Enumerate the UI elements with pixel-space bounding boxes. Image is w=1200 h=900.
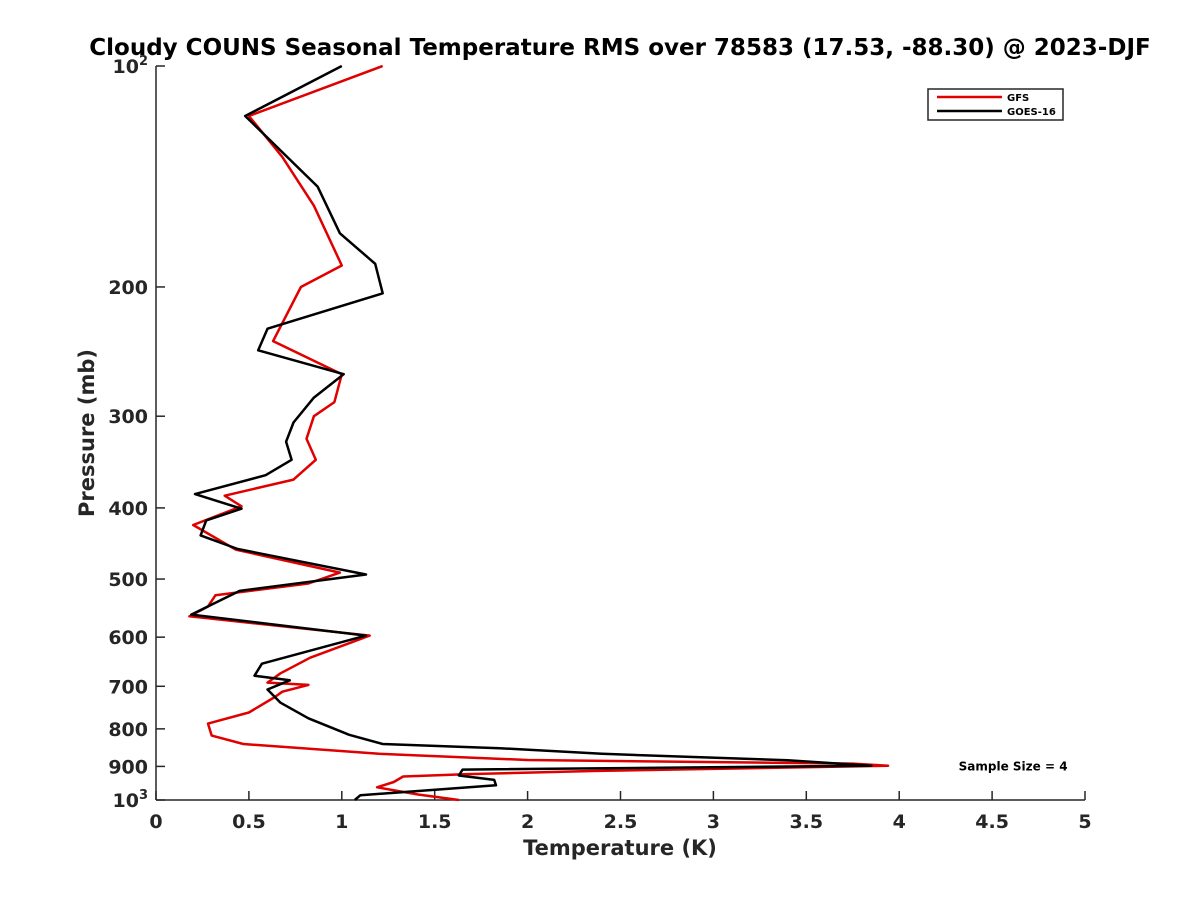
legend-box <box>927 88 1064 121</box>
sample-size-annotation: Sample Size = 4 <box>959 759 1068 773</box>
x-axis-ticks: 0 0.5 1 1.5 2 2.5 3 3.5 4 4.5 5 <box>149 791 1092 833</box>
y-tick-label: 500 <box>108 569 148 591</box>
legend-label-goes16: GOES-16 <box>1007 107 1056 118</box>
chart-title: Cloudy COUNS Seasonal Temperature RMS ov… <box>89 35 1150 61</box>
x-tick-label: 2 <box>521 811 534 833</box>
series-line-gfs <box>188 64 890 802</box>
y-tick-label: 900 <box>108 756 148 778</box>
legend: GFS GOES-16 <box>927 88 1064 121</box>
x-tick-label: 1 <box>335 811 348 833</box>
x-axis-label: Temperature (K) <box>523 836 717 860</box>
x-tick-label: 4 <box>893 811 906 833</box>
x-tick-label: 4.5 <box>975 811 1009 833</box>
y-tick-label: 102 <box>113 54 149 78</box>
y-axis-ticks: 102 200 300 400 500 600 700 800 900 103 <box>108 54 165 812</box>
x-tick-label: 3 <box>707 811 720 833</box>
series-line-goes16 <box>190 64 873 801</box>
y-tick-label: 600 <box>108 627 148 649</box>
x-tick-label: 3.5 <box>789 811 823 833</box>
y-tick-label: 300 <box>108 406 148 428</box>
x-tick-label: 0.5 <box>232 811 266 833</box>
y-tick-label: 800 <box>108 719 148 741</box>
y-tick-label: 103 <box>113 788 149 812</box>
y-axis-label: Pressure (mb) <box>75 349 99 517</box>
x-tick-label: 5 <box>1078 811 1091 833</box>
y-tick-label: 400 <box>108 498 148 520</box>
x-tick-label: 2.5 <box>604 811 638 833</box>
x-tick-label: 1.5 <box>418 811 452 833</box>
legend-label-gfs: GFS <box>1007 93 1029 104</box>
series-layer <box>188 64 890 802</box>
y-tick-label: 700 <box>108 676 148 698</box>
y-tick-label: 200 <box>108 277 148 299</box>
x-tick-label: 0 <box>149 811 162 833</box>
